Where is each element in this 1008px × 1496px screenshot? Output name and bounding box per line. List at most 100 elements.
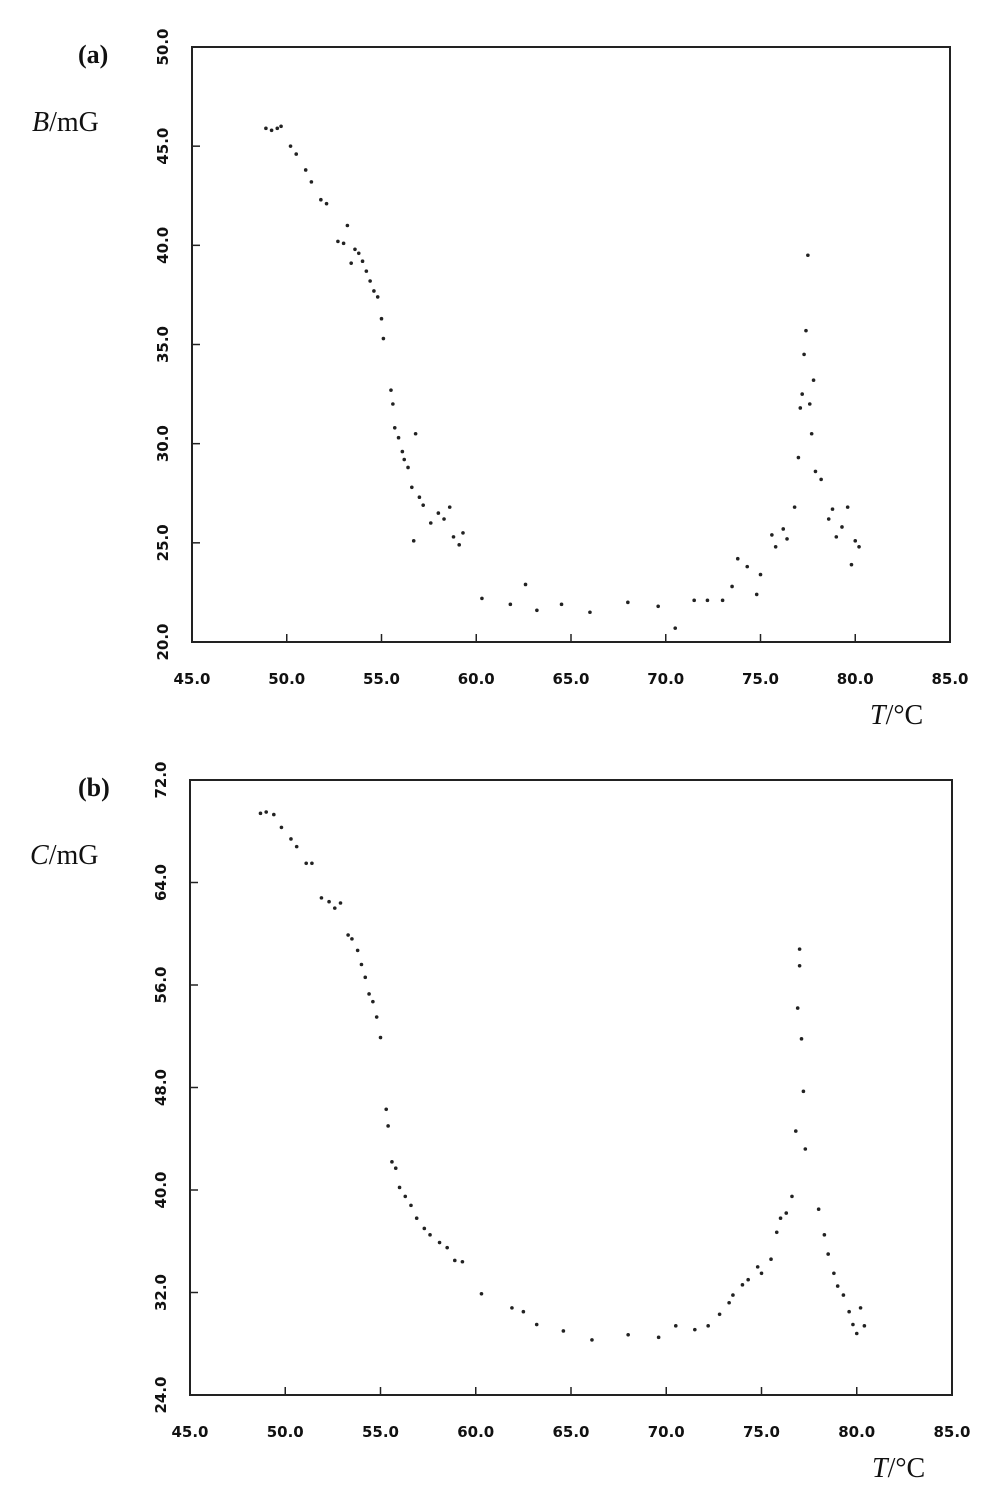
data-point bbox=[508, 602, 513, 607]
y-label-symbol: C bbox=[30, 840, 49, 871]
data-point bbox=[324, 201, 329, 206]
x-tick-label: 65.0 bbox=[552, 1423, 589, 1441]
data-point bbox=[413, 431, 418, 436]
x-axis-label: T/°C bbox=[872, 1453, 925, 1484]
data-point bbox=[436, 511, 441, 515]
data-point bbox=[356, 251, 361, 256]
data-point bbox=[854, 1331, 859, 1336]
data-point bbox=[428, 1233, 432, 1237]
y-tick-label: 40.0 bbox=[152, 1171, 170, 1208]
data-point bbox=[819, 477, 823, 482]
data-point bbox=[790, 1194, 794, 1199]
data-point bbox=[393, 1166, 398, 1171]
data-point bbox=[359, 962, 364, 967]
data-point bbox=[279, 825, 284, 830]
data-point bbox=[457, 543, 461, 547]
data-point bbox=[367, 992, 371, 996]
data-point bbox=[785, 537, 789, 541]
data-point bbox=[534, 1322, 539, 1327]
data-point bbox=[773, 545, 778, 549]
data-point bbox=[807, 402, 812, 406]
data-point bbox=[832, 1271, 836, 1276]
data-point bbox=[414, 1216, 419, 1220]
y-tick-label: 48.0 bbox=[152, 1069, 170, 1106]
data-point bbox=[656, 1335, 661, 1340]
y-tick-label: 30.0 bbox=[154, 425, 172, 462]
x-tick-label: 55.0 bbox=[362, 1423, 399, 1441]
data-point bbox=[590, 1338, 594, 1342]
y-label-unit: /mG bbox=[49, 840, 99, 871]
x-label-symbol: T bbox=[872, 1453, 890, 1484]
data-point bbox=[841, 1293, 846, 1297]
data-point bbox=[363, 975, 368, 980]
data-point bbox=[264, 810, 269, 814]
data-point bbox=[403, 1194, 408, 1199]
data-point bbox=[851, 1322, 855, 1327]
data-point bbox=[770, 533, 774, 537]
data-point bbox=[561, 1329, 566, 1333]
data-point bbox=[740, 1283, 745, 1287]
x-tick-label: 80.0 bbox=[837, 670, 874, 688]
data-point bbox=[798, 406, 803, 410]
data-point bbox=[535, 608, 539, 613]
data-point bbox=[673, 626, 678, 630]
data-point bbox=[355, 948, 360, 953]
data-point bbox=[304, 861, 309, 866]
data-point bbox=[809, 431, 814, 436]
x-tick-label: 60.0 bbox=[457, 1423, 494, 1441]
data-point bbox=[421, 503, 425, 507]
data-point bbox=[386, 1124, 390, 1128]
data-point bbox=[275, 126, 280, 131]
x-tick-label: 85.0 bbox=[933, 1423, 970, 1441]
data-point bbox=[319, 896, 324, 900]
data-point bbox=[797, 947, 802, 951]
x-tick-label: 85.0 bbox=[931, 670, 968, 688]
y-label-unit: /mG bbox=[49, 107, 99, 138]
data-point bbox=[523, 582, 528, 587]
data-point bbox=[806, 253, 810, 258]
data-point bbox=[375, 295, 380, 299]
data-point bbox=[341, 241, 346, 246]
data-point bbox=[797, 963, 802, 968]
data-point bbox=[510, 1306, 514, 1310]
data-point bbox=[451, 535, 456, 539]
data-point bbox=[845, 505, 850, 509]
x-tick-label: 80.0 bbox=[838, 1423, 875, 1441]
data-point bbox=[319, 197, 323, 202]
data-point bbox=[353, 247, 357, 252]
data-point bbox=[360, 259, 365, 264]
data-point bbox=[758, 572, 763, 577]
data-point bbox=[258, 811, 263, 816]
x-tick-label: 50.0 bbox=[267, 1423, 304, 1441]
data-point bbox=[731, 1293, 735, 1297]
data-point bbox=[417, 495, 422, 500]
data-point bbox=[781, 527, 786, 531]
data-point bbox=[406, 465, 410, 470]
data-point bbox=[804, 328, 808, 333]
data-point bbox=[559, 602, 564, 607]
data-point bbox=[656, 604, 660, 609]
data-point bbox=[442, 517, 446, 521]
data-point bbox=[461, 531, 465, 535]
data-point bbox=[693, 1327, 697, 1332]
panel: (b) C/mG T/°C 45.0 50.0 55.0 60.0 65.0 70.0 75.0 8… bbox=[30, 761, 971, 1484]
data-point bbox=[769, 1257, 773, 1261]
data-point bbox=[521, 1309, 526, 1314]
data-point bbox=[338, 901, 343, 905]
data-point bbox=[803, 1147, 808, 1151]
data-point bbox=[346, 933, 350, 937]
data-point bbox=[705, 598, 710, 603]
data-point bbox=[349, 261, 353, 265]
data-point bbox=[372, 289, 376, 293]
data-point bbox=[279, 124, 283, 129]
data-point bbox=[793, 1129, 798, 1133]
y-axis-label: C/mG bbox=[30, 840, 98, 871]
data-point bbox=[746, 1277, 750, 1282]
data-point bbox=[350, 937, 354, 941]
data-point bbox=[849, 562, 854, 567]
data-point bbox=[409, 1203, 413, 1208]
data-point bbox=[730, 584, 734, 589]
x-tick-label: 45.0 bbox=[171, 1423, 208, 1441]
data-point bbox=[378, 1035, 383, 1040]
